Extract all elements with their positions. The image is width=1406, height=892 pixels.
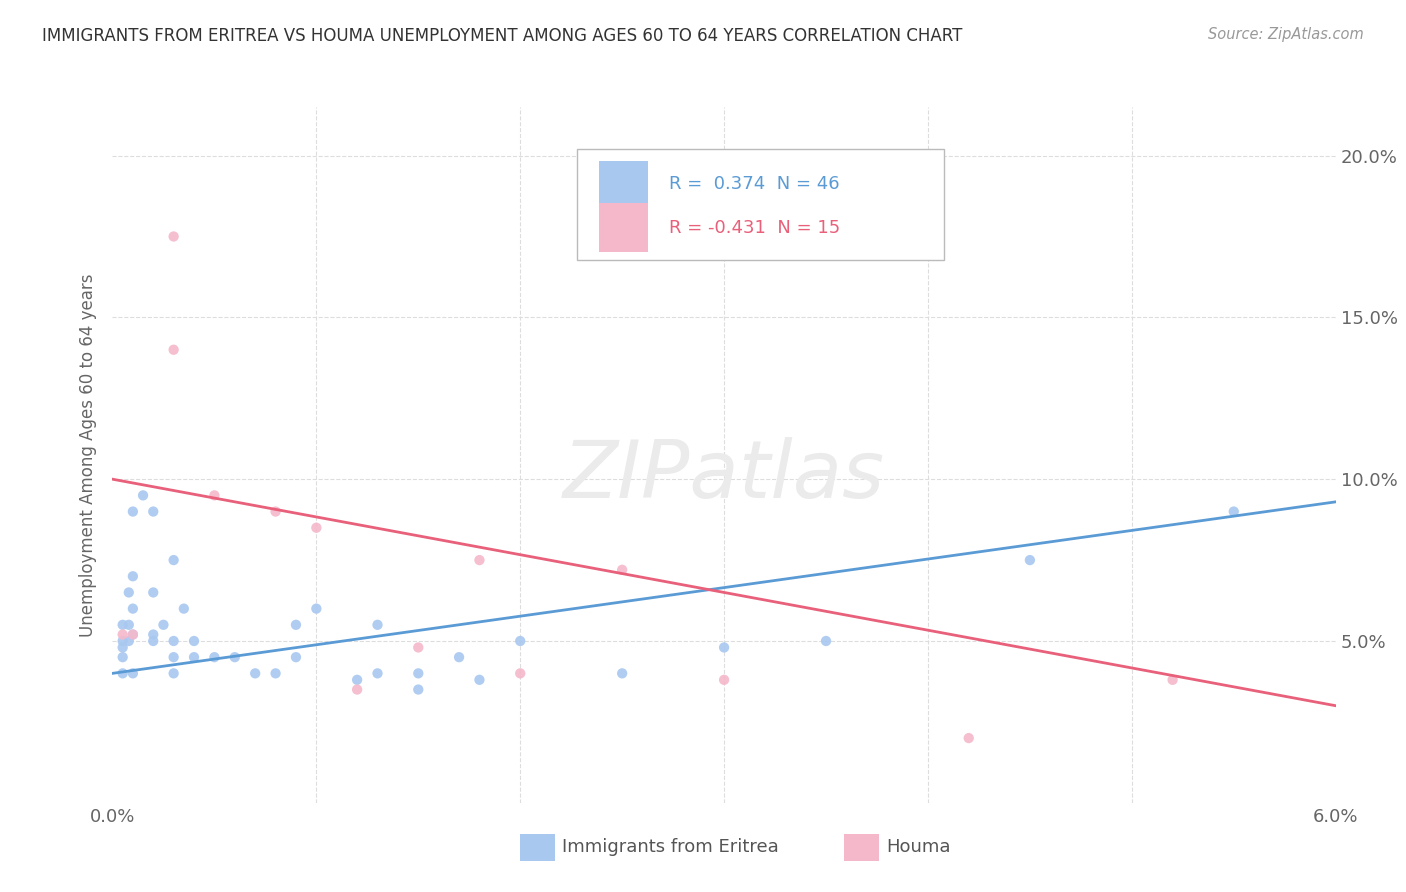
Point (183, 634, 205, 648)
Y-axis label: Unemployment Among Ages 60 to 64 years: Unemployment Among Ages 60 to 64 years (79, 273, 97, 637)
Point (122, 627, 145, 641)
Point (408, 682, 430, 697)
Point (142, 634, 165, 648)
Point (183, 650, 205, 665)
Point (204, 488, 226, 502)
Point (173, 601, 195, 615)
Point (122, 504, 145, 518)
Point (118, 585, 141, 599)
Point (612, 563, 634, 577)
Point (142, 585, 165, 599)
Point (163, 650, 186, 665)
Bar (599, 203, 648, 252)
Point (152, 617, 174, 632)
Point (111, 627, 134, 641)
Point (367, 666, 389, 681)
Point (111, 650, 134, 665)
Text: IMMIGRANTS FROM ERITREA VS HOUMA UNEMPLOYMENT AMONG AGES 60 TO 64 YEARS CORRELAT: IMMIGRANTS FROM ERITREA VS HOUMA UNEMPLO… (42, 27, 963, 45)
Point (305, 521, 328, 535)
Point (284, 617, 308, 632)
Point (224, 650, 246, 665)
Point (408, 666, 430, 681)
Point (142, 627, 165, 641)
Point (132, 488, 155, 502)
Point (118, 634, 141, 648)
Point (111, 640, 134, 655)
Point (468, 553, 491, 567)
Point (713, 640, 735, 655)
Point (408, 640, 430, 655)
Point (449, 650, 471, 665)
Point (245, 666, 267, 681)
Point (163, 666, 186, 681)
Point (509, 634, 531, 648)
Point (111, 666, 134, 681)
Point (346, 682, 368, 697)
FancyBboxPatch shape (578, 149, 945, 260)
Text: Source: ZipAtlas.com: Source: ZipAtlas.com (1208, 27, 1364, 42)
Point (111, 617, 134, 632)
Point (713, 673, 735, 687)
Point (509, 666, 531, 681)
Point (163, 343, 186, 357)
Bar (599, 161, 648, 210)
Point (122, 627, 145, 641)
Text: Houma: Houma (886, 838, 950, 856)
Point (142, 504, 165, 518)
Point (815, 634, 838, 648)
Point (367, 617, 389, 632)
Point (346, 673, 368, 687)
Point (118, 617, 141, 632)
Point (305, 601, 328, 615)
Point (1018, 553, 1040, 567)
Point (468, 673, 491, 687)
Point (204, 650, 226, 665)
Point (264, 666, 287, 681)
Point (163, 229, 186, 244)
Point (122, 601, 145, 615)
Point (284, 650, 308, 665)
Point (122, 569, 145, 583)
Point (264, 504, 287, 518)
Text: ZIPatlas: ZIPatlas (562, 437, 886, 515)
Text: R = -0.431  N = 15: R = -0.431 N = 15 (669, 219, 841, 237)
Point (111, 634, 134, 648)
Text: Immigrants from Eritrea: Immigrants from Eritrea (562, 838, 779, 856)
Point (1223, 504, 1246, 518)
Point (612, 666, 634, 681)
Point (957, 731, 980, 745)
Text: R =  0.374  N = 46: R = 0.374 N = 46 (669, 175, 839, 194)
Point (163, 634, 186, 648)
Point (1161, 673, 1184, 687)
Point (122, 666, 145, 681)
Point (163, 553, 186, 567)
